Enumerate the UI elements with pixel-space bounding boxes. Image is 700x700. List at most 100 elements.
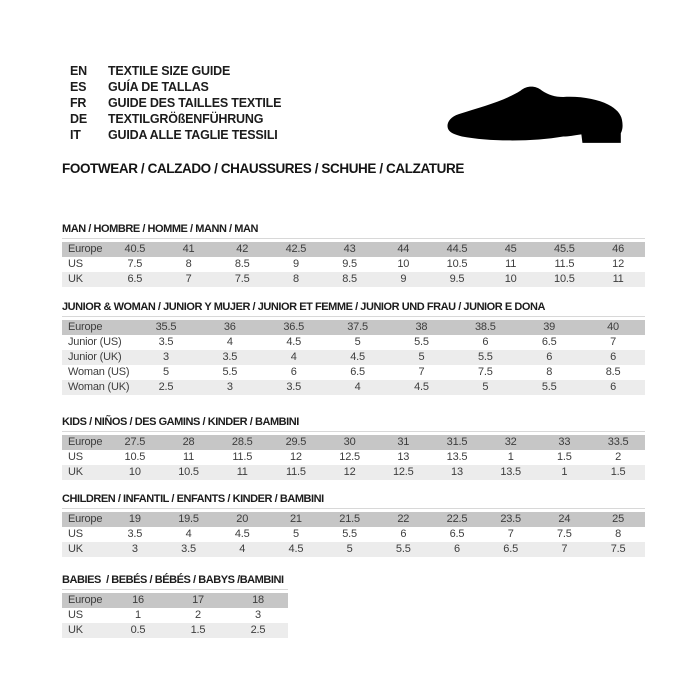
size-cell: 45 — [504, 243, 517, 255]
section-title: BABIES / BEBÉS / BÉBÉS / BABYS /BAMBINI — [62, 574, 284, 586]
size-cell: 8.5 — [605, 366, 621, 378]
language-row-it: IT GUIDA ALLE TAGLIE TESSILI — [70, 127, 281, 143]
language-label: GUÍA DE TALLAS — [108, 80, 209, 94]
size-cell: 4.5 — [350, 351, 365, 363]
row-label: Europe — [68, 436, 103, 448]
size-cell: 32 — [504, 436, 517, 448]
size-row-us: US 10.5 11 11.5 12 12.5 13 13.5 1 1.5 2 — [62, 450, 645, 465]
size-table-junior-woman: Europe 35.5 36 36.5 37.5 38 38.5 39 40 Junior (US… — [62, 320, 645, 395]
size-cell: 1.5 — [190, 624, 206, 636]
size-section-junior-woman: JUNIOR & WOMAN / JUNIOR Y MUJER / JUNIOR… — [62, 302, 645, 395]
size-cell: 30 — [343, 436, 356, 448]
size-cell: 6.5 — [503, 543, 518, 555]
size-cell: 4.5 — [288, 543, 304, 555]
row-label: UK — [68, 543, 83, 555]
size-cell: 5 — [418, 351, 425, 363]
row-label: US — [68, 451, 83, 463]
size-cell: 8.5 — [234, 258, 250, 270]
section-title: JUNIOR & WOMAN / JUNIOR Y MUJER / JUNIOR… — [62, 301, 545, 313]
size-cell: 11 — [505, 258, 517, 270]
size-cell: 10 — [397, 258, 410, 270]
size-cell: 9 — [400, 273, 407, 285]
size-row-us: US 1 2 3 — [62, 608, 288, 623]
size-row-junior-uk-: Junior (UK) 3 3.5 4 4.5 5 5.5 6 6 — [62, 350, 645, 365]
size-table: Europe 19 19.5 20 21 21.5 22 22.5 23.5 24 25 US 3.5 4… — [62, 508, 645, 557]
size-cell: 2 — [615, 451, 622, 463]
size-cell: 3 — [131, 543, 138, 555]
language-label: TEXTILE SIZE GUIDE — [108, 64, 231, 78]
size-row-woman-us-: Woman (US) 5 5.5 6 6.5 7 7.5 8 8.5 — [62, 365, 645, 380]
size-cell: 44.5 — [446, 243, 468, 255]
size-cell: 10 — [504, 273, 517, 285]
size-cell: 13.5 — [500, 466, 521, 478]
size-cell: 7 — [610, 336, 617, 348]
size-cell: 2 — [195, 609, 201, 621]
size-cell: 1.5 — [556, 451, 572, 463]
size-cell: 42.5 — [285, 243, 307, 255]
row-label: UK — [68, 466, 83, 478]
section-title: KIDS / NIÑOS / DES GAMINS / KINDER / BAM… — [62, 416, 299, 428]
size-cell: 3.5 — [158, 336, 174, 348]
size-cell: 9.5 — [342, 258, 357, 270]
size-cell: 13 — [397, 451, 410, 463]
row-label: UK — [68, 273, 83, 285]
language-code: IT — [70, 128, 81, 142]
size-cell: 18 — [252, 594, 264, 606]
size-cell: 43 — [343, 243, 356, 255]
size-cell: 25 — [612, 513, 625, 525]
size-cell: 4 — [185, 528, 192, 540]
size-cell: 3.5 — [286, 381, 302, 393]
size-row-woman-uk-: Woman (UK) 2.5 3 3.5 4 4.5 5 5.5 6 — [62, 380, 645, 395]
size-cell: 3 — [162, 351, 169, 363]
row-label: Europe — [68, 594, 103, 606]
size-cell: 2.5 — [158, 381, 174, 393]
size-cell: 7.5 — [127, 258, 143, 270]
size-cell: 9.5 — [449, 273, 465, 285]
size-cell: 5 — [292, 528, 299, 540]
size-cell: 4 — [354, 381, 361, 393]
row-label: Woman (US) — [68, 366, 130, 378]
size-cell: 39 — [543, 321, 556, 333]
size-cell: 23.5 — [500, 513, 521, 525]
size-row-junior-us-: Junior (US) 3.5 4 4.5 5 5.5 6 6.5 7 — [62, 335, 645, 350]
size-cell: 10.5 — [124, 451, 146, 463]
size-cell: 35.5 — [155, 321, 177, 333]
size-cell: 3.5 — [181, 543, 196, 555]
size-cell: 6 — [290, 366, 297, 378]
size-row-uk: UK 3 3.5 4 4.5 5 5.5 6 6.5 7 7.5 — [62, 542, 645, 557]
size-cell: 45.5 — [554, 243, 575, 255]
size-cell: 11.5 — [232, 451, 253, 463]
size-row-us: US 3.5 4 4.5 5 5.5 6 6.5 7 7.5 8 — [62, 527, 645, 542]
size-cell: 13.5 — [446, 451, 468, 463]
size-row-europe: Europe 35.5 36 36.5 37.5 38 38.5 39 40 — [62, 320, 645, 335]
size-cell: 12 — [612, 258, 625, 270]
language-row-es: ES GUÍA DE TALLAS — [70, 79, 281, 95]
language-guide: EN TEXTILE SIZE GUIDE ES GUÍA DE TALLAS … — [70, 63, 281, 143]
size-cell: 12 — [343, 466, 356, 478]
size-cell: 40 — [607, 321, 619, 333]
size-cell: 3 — [255, 609, 261, 621]
language-row-fr: FR GUIDE DES TAILLES TEXTILE — [70, 95, 281, 111]
size-cell: 17 — [192, 594, 204, 606]
size-cell: 10.5 — [178, 466, 199, 478]
language-label: TEXTILGRÖßENFÜHRUNG — [108, 112, 264, 126]
size-cell: 21.5 — [339, 513, 360, 525]
size-cell: 5.5 — [222, 366, 238, 378]
size-cell: 4.5 — [414, 381, 429, 393]
size-cell: 5.5 — [395, 543, 411, 555]
size-cell: 0.5 — [130, 624, 146, 636]
size-cell: 10.5 — [446, 258, 468, 270]
category-heading: FOOTWEAR / CALZADO / CHAUSSURES / SCHUHE… — [62, 161, 464, 176]
size-cell: 7.5 — [610, 543, 626, 555]
size-table: Europe 35.5 36 36.5 37.5 38 38.5 39 40 Junior (US… — [62, 316, 645, 395]
size-row-europe: Europe 40.5 41 42 42.5 43 44 44.5 45 45.5 46 — [62, 242, 645, 257]
size-cell: 3.5 — [222, 351, 238, 363]
row-label: US — [68, 528, 83, 540]
size-cell: 6.5 — [127, 273, 143, 285]
size-section-children: CHILDREN / INFANTIL / ENFANTS / KINDER /… — [62, 494, 645, 557]
size-table-babies: Europe 16 17 18 US 1 2 3 UK 0.5 1.5 2.5 — [62, 593, 288, 638]
size-cell: 5 — [346, 543, 353, 555]
row-label: Europe — [68, 321, 103, 333]
size-cell: 5.5 — [414, 336, 429, 348]
size-cell: 6.5 — [449, 528, 465, 540]
